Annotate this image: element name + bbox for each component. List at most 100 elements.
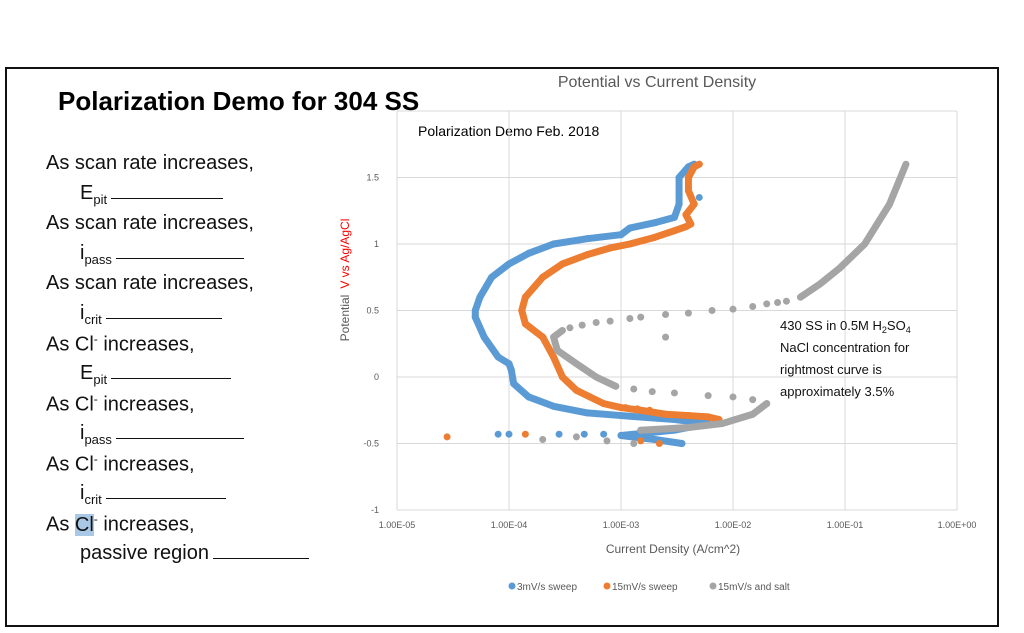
x-tick-label: 1.00E-05: [379, 520, 416, 530]
answer-blank-line[interactable]: icrit: [80, 482, 226, 507]
annotation-line2: NaCl concentration for: [780, 340, 910, 355]
data-point: [763, 400, 771, 408]
answer-blank[interactable]: [115, 437, 244, 439]
data-point: [662, 310, 670, 318]
annotation-line1: 430 SS in 0.5M H: [780, 318, 882, 333]
data-point: [525, 393, 533, 401]
data-point: [646, 406, 654, 414]
y-tick-label: 1: [374, 239, 379, 249]
answer-blank-line[interactable]: icrit: [80, 302, 222, 327]
data-point: [687, 220, 695, 228]
data-point: [600, 430, 608, 438]
prompt-text: As C: [46, 393, 90, 416]
data-point: [704, 413, 712, 421]
answer-label: passive region: [80, 542, 209, 564]
question-prompt: As Cl- increases,: [46, 392, 195, 417]
data-point: [488, 273, 496, 281]
data-point: [670, 389, 678, 397]
y-tick-label: -0.5: [363, 439, 379, 449]
x-tick-label: 1.00E-03: [603, 520, 640, 530]
data-point: [606, 244, 614, 252]
data-point: [555, 430, 563, 438]
series-curve: [796, 160, 910, 301]
x-axis-label: Current Density (A/cm^2): [606, 542, 740, 556]
data-point: [718, 420, 726, 428]
data-point: [682, 211, 690, 219]
answer-blank-line[interactable]: Epit: [80, 182, 224, 207]
data-point: [651, 219, 659, 227]
data-point: [622, 404, 630, 412]
prompt-text: increases,: [97, 453, 195, 476]
answer-blank-line[interactable]: Epit: [80, 362, 232, 387]
data-point: [749, 396, 757, 404]
grid: [396, 110, 958, 511]
data-point: [476, 293, 484, 301]
answer-blank[interactable]: [105, 497, 226, 499]
data-point: [510, 380, 518, 388]
data-point: [617, 432, 625, 440]
answer-blank[interactable]: [111, 197, 224, 199]
data-point: [583, 409, 591, 417]
answer-blank[interactable]: [111, 377, 232, 379]
series-curve: [518, 160, 723, 424]
answer-blank[interactable]: [115, 257, 244, 259]
series-2: [539, 160, 910, 447]
data-point: [708, 307, 716, 314]
data-point: [633, 405, 641, 413]
symbol: E: [80, 362, 94, 384]
data-point: [518, 307, 526, 314]
question-prompt: As scan rate increases,: [46, 152, 254, 175]
data-point: [494, 430, 502, 438]
question-prompt: As scan rate increases,: [46, 212, 254, 235]
prompt-text: l: [89, 333, 94, 356]
data-point: [690, 200, 698, 208]
data-point: [651, 233, 659, 241]
data-point: [729, 305, 737, 313]
data-point: [684, 424, 692, 432]
data-point: [637, 313, 645, 321]
svg-text:PotentialV vs Ag/AgCl: Potential V vs Ag/AgCl: [338, 219, 352, 342]
superscript: -: [93, 452, 98, 466]
annotation-line1b: SO: [887, 318, 906, 333]
data-point: [480, 333, 488, 341]
data-point: [630, 385, 638, 393]
annotation-line3: rightmost curve is: [780, 362, 882, 377]
annotation-line4: approximately 3.5%: [780, 384, 895, 399]
data-point: [630, 440, 638, 447]
data-point: [583, 251, 591, 259]
data-point: [572, 433, 580, 441]
y-tick-label: -1: [371, 505, 379, 515]
question-prompt: As Cl- increases,: [46, 452, 195, 477]
question-prompt: As scan rate increases,: [46, 272, 254, 295]
series-curve: [550, 326, 620, 390]
data-point: [572, 386, 580, 394]
answer-blank-line[interactable]: ipass: [80, 422, 244, 447]
data-point: [670, 213, 678, 221]
highlighted-text: Cl: [74, 513, 94, 536]
data-point: [566, 324, 574, 332]
answer-blank-line[interactable]: ipass: [80, 242, 244, 267]
data-point: [550, 353, 558, 361]
data-point: [626, 240, 634, 248]
prompt-text: As scan rate increases,: [46, 152, 254, 174]
data-point: [774, 299, 782, 307]
data-point: [558, 373, 566, 381]
x-tick-label: 1.00E-04: [491, 520, 528, 530]
data-point: [471, 307, 479, 314]
y-axis-label: Potential V vs Ag/AgCl: [338, 219, 352, 342]
data-point: [617, 412, 625, 420]
question-prompt: As Cl- increases,: [46, 332, 195, 357]
data-point: [763, 300, 771, 308]
subscript: crit: [84, 492, 102, 507]
answer-blank-line[interactable]: passive region: [80, 542, 309, 565]
data-point: [662, 410, 670, 418]
data-point: [505, 430, 513, 438]
data-point: [684, 412, 692, 420]
data-point: [678, 440, 686, 447]
legend: 3mV/s sweep 15mV/s sweep 15mV/s and salt: [508, 582, 790, 593]
y-tick-label: 0: [374, 372, 379, 382]
subscript: crit: [84, 312, 102, 327]
answer-blank[interactable]: [212, 557, 309, 559]
answer-blank[interactable]: [105, 317, 222, 319]
x-tick-label: 1.00E-01: [827, 520, 864, 530]
